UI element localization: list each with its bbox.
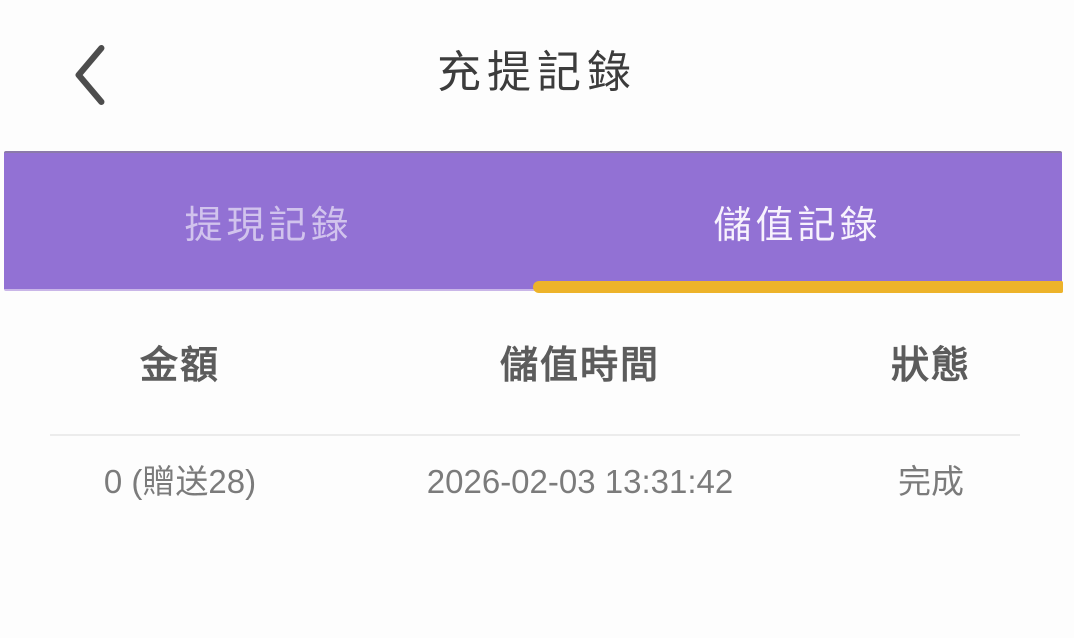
back-button[interactable] xyxy=(68,44,112,110)
active-tab-indicator xyxy=(533,281,1063,293)
table-row: 0 (贈送28) 2026-02-03 13:31:42 完成 xyxy=(0,462,1062,502)
tab-deposit-records[interactable]: 儲值記錄 xyxy=(533,153,1063,293)
records-table: 金額 儲值時間 狀態 0 (贈送28) 2026-02-03 13:31:42 … xyxy=(0,343,1062,502)
column-header-status: 狀態 xyxy=(890,345,971,387)
table-header-row: 金額 儲值時間 狀態 xyxy=(0,343,1062,390)
app-header: 充提記錄 xyxy=(0,0,1074,108)
cell-status: 完成 xyxy=(898,463,964,500)
page-title: 充提記錄 xyxy=(437,48,637,97)
tab-withdrawal-records[interactable]: 提現記錄 xyxy=(4,153,533,289)
tab-deposit-records-label: 儲值記錄 xyxy=(713,204,882,247)
column-header-deposit-time: 儲值時間 xyxy=(499,345,660,387)
row-divider xyxy=(50,434,1020,436)
cell-deposit-time: 2026-02-03 13:31:42 xyxy=(426,463,734,500)
records-tabbar: 提現記錄 儲值記錄 xyxy=(4,151,1063,293)
cell-amount: 0 (贈送28) xyxy=(103,463,257,500)
tab-withdrawal-records-label: 提現記錄 xyxy=(184,204,353,247)
column-header-amount: 金額 xyxy=(139,345,220,387)
chevron-left-icon xyxy=(72,44,108,111)
deposit-withdrawal-records-screen: 充提記錄 提現記錄 儲值記錄 金額 儲值時間 狀態 0 (贈送28) 2026-… xyxy=(0,0,1074,502)
